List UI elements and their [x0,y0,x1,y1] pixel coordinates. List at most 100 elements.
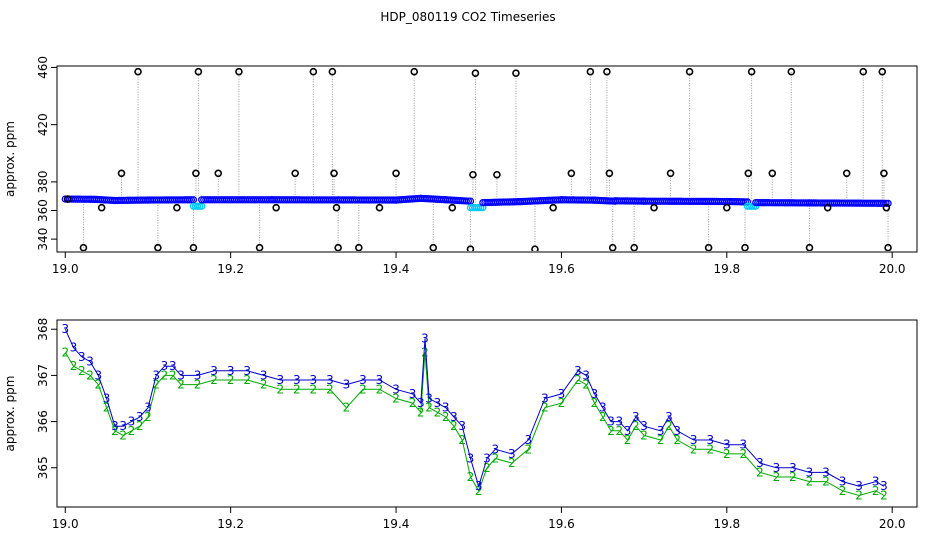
outlier-point [79,243,88,251]
series-marker-2: 2 [467,470,475,484]
baseline-point [752,202,760,210]
outlier-point [787,67,796,76]
top-panel: 19.0 19.2 19.4 19.6 19.8 20.0 340 360 380 420 460 a… [3,56,918,276]
y-tick-label: 380 [36,170,50,193]
series-marker-3: 3 [615,415,623,429]
series-marker-2: 2 [276,382,284,396]
series-marker-3: 3 [880,479,888,493]
series-marker-2: 2 [880,488,888,502]
series-marker-2: 2 [421,345,429,359]
x-tick-label: 19.2 [217,262,244,276]
y-axis-label: approx. ppm [3,376,17,452]
series-marker-3: 3 [194,368,202,382]
y-tick-label: 340 [36,228,50,251]
outlier-point [466,245,475,251]
outlier-point [355,243,363,251]
series-marker-2: 2 [442,410,450,424]
series-marker-3: 3 [61,322,69,336]
series-marker-2: 2 [169,368,177,382]
outlier-point [375,203,384,212]
outlier-point [63,195,72,203]
outlier-point [330,169,338,178]
x-tick-label: 19.2 [217,517,244,531]
series-marker-2: 2 [70,359,78,373]
plot-frame [56,65,918,253]
y-tick-label: 365 [36,456,50,479]
series-marker-3: 3 [86,355,94,369]
outlier-point [630,243,638,251]
outlier-point [471,69,480,77]
series-marker-3: 3 [591,387,599,401]
baseline-point [743,198,752,206]
series-marker-3: 3 [169,359,177,373]
series-marker-2: 2 [111,424,119,438]
series-marker-2: 2 [161,368,169,382]
series-marker-2: 2 [558,396,566,410]
series-marker-2: 2 [855,488,863,502]
outlier-point [469,170,477,179]
series-marker-2: 2 [806,475,814,489]
outlier-point [194,67,203,76]
x-tick-label: 19.4 [383,517,410,531]
plot-area [61,67,892,251]
series-marker-2: 2 [359,382,367,396]
series-marker-3: 3 [392,382,400,396]
x-tick-label: 19.0 [52,262,79,276]
outlier-point [704,243,713,251]
outlier-point [134,67,142,76]
y-tick-label: 366 [36,410,50,433]
series-marker-2: 2 [260,378,268,392]
series-marker-3: 3 [632,410,640,424]
series-marker-3: 3 [136,410,144,424]
series-marker-2: 2 [417,405,425,419]
outlier-point [173,203,181,212]
series-marker-2: 2 [434,405,442,419]
series-marker-3: 3 [665,410,673,424]
series-marker-3: 3 [740,438,748,452]
series-marker-3: 3 [872,475,880,489]
series-marker-3: 3 [152,368,160,382]
series-marker-3: 3 [491,442,499,456]
series-marker-2: 2 [822,475,830,489]
series-marker-2: 2 [293,382,301,396]
series-marker-3: 3 [310,373,318,387]
series-marker-3: 3 [421,331,429,345]
y-axis-label: approx. ppm [3,121,17,197]
series-marker-2: 2 [640,428,648,442]
series-marker-2: 2 [95,378,103,392]
series-marker-3: 3 [673,424,681,438]
series-marker-3: 3 [210,364,218,378]
series-marker-2: 2 [409,396,417,410]
series-line-3 [64,328,885,488]
outlier-point [448,203,457,212]
outlier-point [291,169,299,178]
outlier-point [117,169,126,178]
series-marker-3: 3 [773,461,781,475]
series-line-2 [64,352,885,497]
outlier-point [235,67,243,76]
series-marker-2: 2 [61,345,69,359]
outlier-point [741,243,749,251]
series-marker-3: 3 [483,452,491,466]
series-marker-3: 3 [806,465,814,479]
series-marker-3: 3 [839,475,847,489]
series-marker-2: 2 [690,442,698,456]
series-marker-3: 3 [409,387,417,401]
series-marker-2: 2 [872,484,880,498]
plot-frame [56,319,918,508]
series-marker-3: 3 [103,391,111,405]
series-marker-2: 2 [475,484,483,498]
x-tick-label: 19.8 [713,517,740,531]
outlier-point [685,67,694,76]
series-marker-2: 2 [103,401,111,415]
x-tick-label: 20.0 [879,262,906,276]
outlier-point [859,67,868,76]
series-marker-3: 3 [508,447,516,461]
series-marker-2: 2 [310,382,318,396]
series-marker-3: 3 [582,368,590,382]
series-marker-2: 2 [119,428,127,442]
series-marker-3: 3 [607,415,615,429]
series-marker-2: 2 [673,433,681,447]
outlier-point [429,243,438,251]
series-marker-3: 3 [657,424,665,438]
